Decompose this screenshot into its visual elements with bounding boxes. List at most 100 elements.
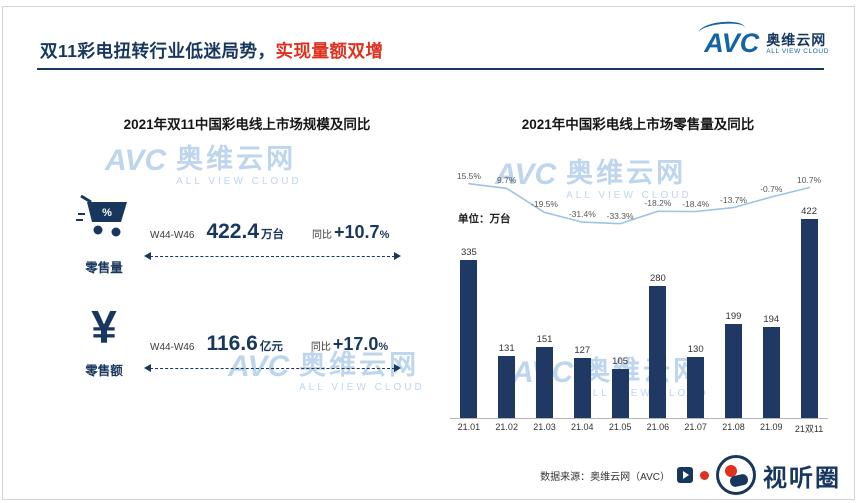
bar-value-label: 130 (687, 343, 704, 355)
bar (535, 346, 553, 418)
growth-label: -13.7% (720, 194, 747, 205)
amount-value: 116.6 (206, 332, 258, 355)
page-title: 双11彩电扭转行业低迷局势，实现量额双增 (40, 38, 384, 63)
data-source-text: 数据来源：奥维云网（AVC） (540, 471, 670, 483)
x-axis-label: 21.09 (760, 422, 783, 432)
yoy-label: 同比 (312, 230, 333, 241)
retail-amount-data: W44-W46 116.6 亿元 同比 +17.0 % (150, 332, 388, 356)
growth-labels: 15.5% 9.7% -19.5% -31.4% -33.3% -18.2% -18.4% -… (450, 168, 828, 238)
x-axis-label: 21.08 (722, 422, 745, 432)
chart-unit-label: 单位：万台 (458, 213, 511, 225)
growth-label: 9.7% (497, 175, 517, 186)
shitingquan-logo-icon (716, 455, 756, 495)
bar-columns: 335 131 151 127 105 280 130 199 194 422 (450, 150, 828, 418)
yoy-value: +10.7 (334, 222, 380, 242)
title-main: 双11彩电扭转行业低迷局势， (40, 40, 276, 61)
bar-value-label: 422 (801, 206, 817, 217)
bar-column: 422 (790, 206, 828, 418)
bar-column: 199 (715, 311, 753, 418)
retail-volume-label: 零售量 (85, 261, 123, 275)
arrow-right-icon (394, 252, 401, 260)
bar-value-label: 127 (574, 345, 591, 357)
growth-label: -33.3% (606, 210, 634, 221)
shitingquan-badge-text: 视听圈 (763, 464, 841, 492)
retail-volume-item: % 零售量 (52, 190, 156, 276)
footer: 数据来源：奥维云网（AVC） 视听圈 (540, 455, 841, 495)
yuan-icon: ¥ (91, 301, 117, 353)
x-axis-label: 21.03 (533, 422, 556, 432)
avc-logo-mark: AVC (704, 28, 760, 58)
retail-volume-chart: 15.5% 9.7% -19.5% -31.4% -33.3% -18.2% -18.4% -… (450, 150, 828, 450)
x-axis-line (450, 418, 828, 419)
bar (687, 356, 705, 418)
bar-column: 335 (450, 247, 488, 418)
bar (498, 356, 516, 418)
growth-label: -19.5% (531, 199, 558, 210)
red-dot-icon (700, 470, 709, 480)
bar (573, 358, 591, 418)
amount-unit: 亿元 (259, 341, 283, 353)
bar-value-label: 194 (763, 313, 780, 325)
x-axis-label: 21双11 (794, 424, 824, 434)
bar-column: 194 (752, 313, 790, 418)
bar-value-label: 131 (498, 343, 515, 355)
growth-line (468, 182, 810, 225)
x-axis-label: 21.06 (646, 422, 670, 432)
bar (460, 260, 478, 418)
growth-polyline (468, 182, 810, 225)
bar (800, 219, 818, 418)
growth-label: -18.2% (644, 198, 672, 209)
dashed-range-line (144, 364, 401, 372)
x-axis-label: 21.04 (571, 422, 594, 432)
bar-value-label: 199 (725, 311, 742, 323)
bar-column: 105 (601, 355, 639, 418)
bar-value-label: 105 (612, 355, 629, 367)
x-axis-labels: 21.01 21.02 21.03 21.04 21.05 21.06 21.07 21.08… (450, 422, 828, 435)
x-axis-label: 21.05 (608, 422, 632, 432)
bar-column: 280 (639, 273, 677, 418)
bar-column: 131 (488, 343, 526, 418)
avc-logo-subtitle: ALL VIEW CLOUD (766, 48, 829, 56)
bar (611, 368, 629, 418)
volume-value: 422.4 (206, 220, 260, 243)
growth-label: -18.4% (682, 198, 710, 209)
arrow-left-icon (144, 364, 151, 372)
growth-label: -31.4% (568, 209, 596, 220)
bar-column: 127 (563, 345, 601, 418)
yoy-label: 同比 (310, 342, 331, 353)
yoy-value: +17.0 (332, 334, 379, 354)
growth-label: 10.7% (797, 174, 822, 185)
retail-amount-item: ¥ 零售额 (52, 302, 156, 379)
bar-value-label: 151 (536, 333, 553, 345)
header-divider (37, 68, 824, 70)
retail-amount-label: 零售额 (85, 364, 123, 378)
avc-logo: AVC 奥维云网 ALL VIEW CLOUD (698, 19, 829, 58)
yoy-unit: % (379, 229, 390, 241)
avc-logo-name: 奥维云网 (766, 32, 827, 48)
volume-unit: 万台 (261, 229, 285, 241)
x-axis-label: 21.02 (495, 422, 518, 432)
growth-label: -0.7% (760, 184, 783, 194)
bar (724, 324, 742, 418)
arrow-left-icon (144, 252, 151, 260)
yoy-unit: % (378, 341, 389, 353)
right-panel-title: 2021年中国彩电线上市场零售量及同比 (521, 117, 755, 132)
x-axis-label: 21.07 (684, 422, 707, 432)
play-icon (677, 467, 693, 483)
bar-column: 130 (677, 344, 715, 418)
period-label: W44-W46 (150, 230, 195, 241)
title-accent: 实现量额双增 (275, 40, 384, 61)
bar-value-label: 280 (649, 273, 666, 284)
period-label: W44-W46 (150, 342, 195, 353)
x-axis-label: 21.01 (457, 422, 481, 432)
bar (762, 326, 780, 418)
left-panel-title: 2021年双11中国彩电线上市场规模及同比 (123, 117, 371, 132)
dashed-range-line (144, 252, 401, 260)
arrow-right-icon (394, 364, 401, 372)
bar-value-label: 335 (460, 247, 477, 258)
bar-column: 151 (526, 334, 564, 418)
retail-volume-data: W44-W46 422.4 万台 同比 +10.7 % (150, 220, 389, 244)
cart-icon: % (76, 194, 127, 237)
growth-label: 15.5% (456, 170, 481, 181)
